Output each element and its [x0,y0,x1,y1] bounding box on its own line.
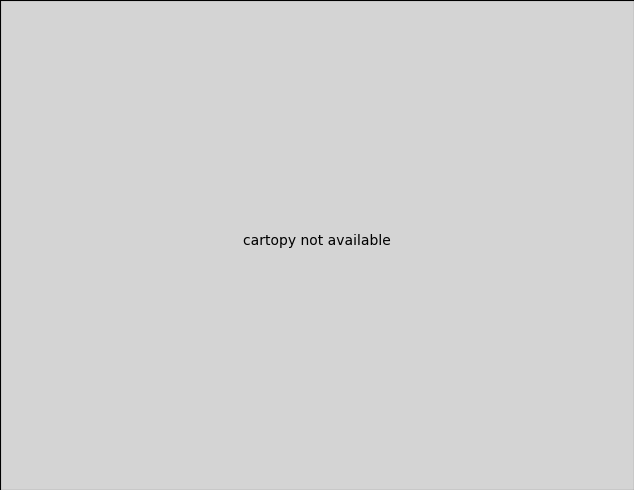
Text: cartopy not available: cartopy not available [243,234,391,248]
